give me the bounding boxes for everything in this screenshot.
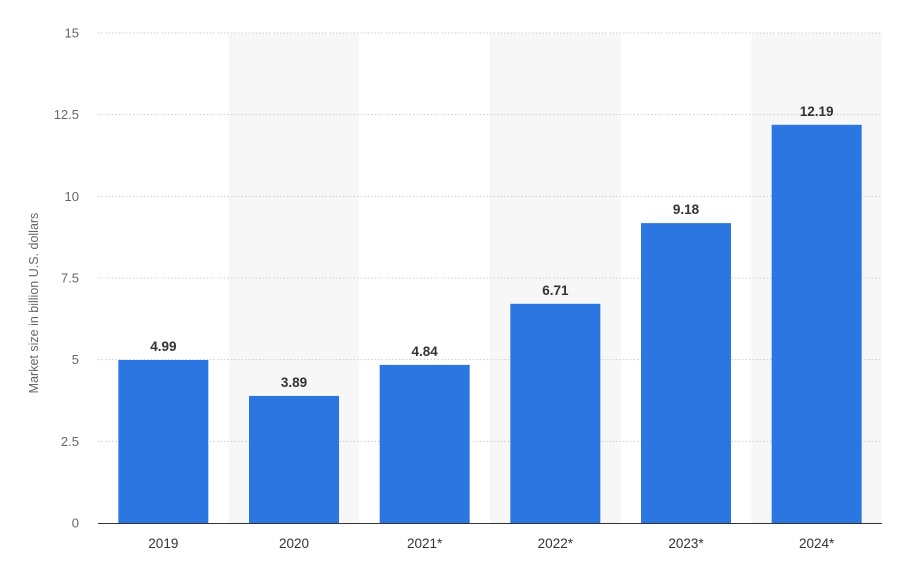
bar	[249, 395, 339, 523]
y-tick-label: 12.5	[54, 107, 79, 122]
y-axis-ticks: 0 2.5 5 7.5 10 12.5 15	[54, 26, 79, 531]
y-tick-label: 0	[72, 516, 79, 531]
y-tick-label: 5	[72, 352, 79, 367]
data-label: 12.19	[800, 104, 834, 119]
bars	[118, 124, 862, 523]
y-tick-label: 15	[65, 26, 79, 41]
bar	[510, 303, 601, 523]
data-label: 4.99	[150, 339, 176, 354]
data-label: 9.18	[673, 202, 700, 217]
y-axis-title: Market size in billion U.S. dollars	[27, 213, 41, 394]
data-label: 3.89	[281, 375, 307, 390]
data-labels: 4.99 3.89 4.84 6.71 9.18 12.19	[150, 104, 833, 390]
bar	[641, 223, 731, 523]
x-tick-label: 2020	[279, 536, 309, 551]
x-tick-label: 2023*	[668, 536, 704, 551]
bar	[118, 359, 209, 523]
data-label: 4.84	[412, 344, 439, 359]
y-tick-label: 7.5	[61, 271, 79, 286]
gridlines	[98, 32, 882, 442]
y-tick-label: 10	[65, 189, 79, 204]
bar	[771, 124, 862, 523]
y-tick-label: 2.5	[61, 434, 79, 449]
x-tick-label: 2021*	[407, 536, 443, 551]
data-label: 6.71	[542, 283, 569, 298]
bar	[379, 364, 470, 523]
x-tick-label: 2019	[148, 536, 178, 551]
x-axis-ticks: 2019 2020 2021* 2022* 2023* 2024*	[148, 536, 835, 551]
x-tick-label: 2024*	[799, 536, 835, 551]
x-tick-label: 2022*	[538, 536, 574, 551]
